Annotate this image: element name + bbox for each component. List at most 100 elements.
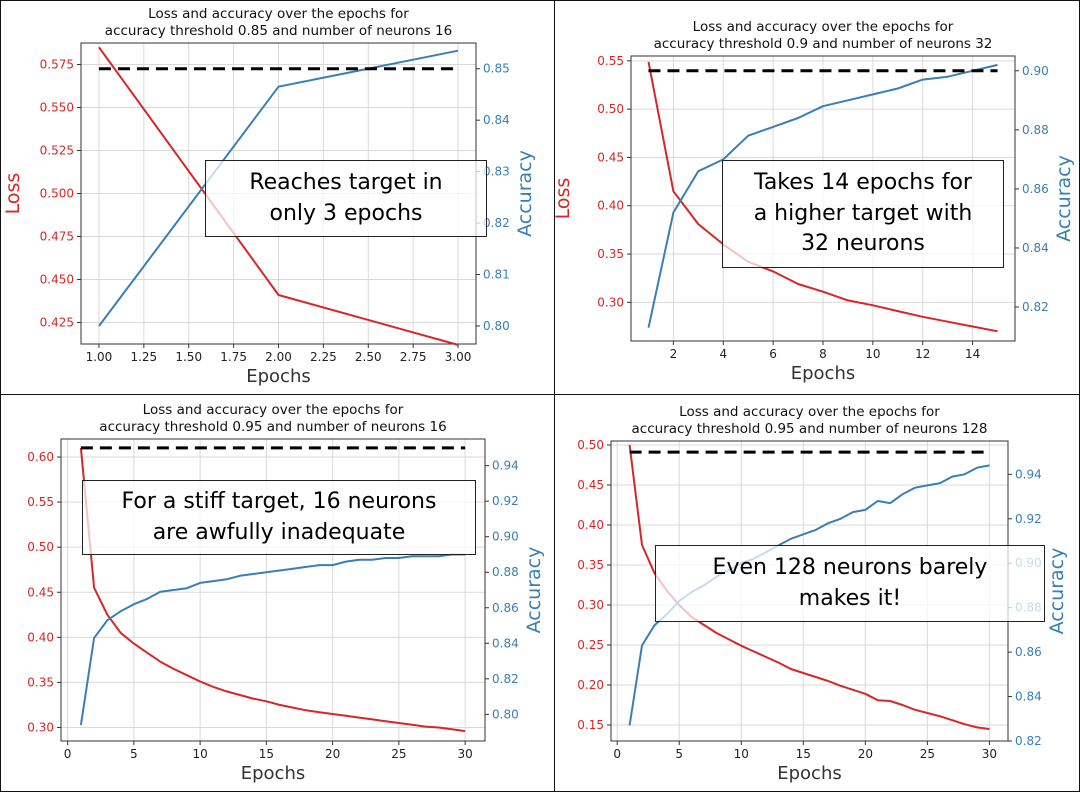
y-left-tick-label: 0.40 (577, 518, 604, 532)
y-right-tick-label: 0.82 (1015, 734, 1042, 748)
x-tick-label: 20 (858, 747, 873, 761)
x-tick-label: 10 (865, 347, 880, 361)
x-tick-label: 6 (769, 347, 777, 361)
x-tick-label: 14 (965, 347, 980, 361)
loss-line (79, 447, 466, 733)
y-left-tick-label: 0.55 (597, 54, 624, 68)
y-right-tick-label: 0.86 (492, 601, 519, 615)
y-left-tick-label: 0.525 (40, 144, 74, 158)
chart-title-line: Loss and accuracy over the epochs for (679, 404, 940, 420)
y-left-tick-label: 0.45 (597, 150, 624, 164)
y-left-tick-label: 0.475 (40, 230, 74, 244)
annotation-box: Reaches target in only 3 epochs (205, 160, 487, 237)
y-left-tick-label: 0.15 (577, 718, 604, 732)
y-left-tick-label: 0.450 (40, 273, 74, 287)
y-left-tick-label: 0.40 (597, 199, 624, 213)
x-axis-label: Epochs (246, 366, 311, 387)
y-right-tick-label: 0.90 (1022, 64, 1049, 78)
y-right-tick-label: 0.92 (492, 494, 519, 508)
x-tick-label: 5 (130, 747, 138, 761)
x-tick-label: 1.75 (220, 350, 247, 364)
y-right-tick-label: 0.84 (1022, 241, 1049, 255)
x-tick-label: 0 (64, 747, 72, 761)
y-right-tick-label: 0.80 (492, 707, 519, 721)
x-tick-label: 5 (675, 747, 683, 761)
accuracy-line (98, 49, 459, 327)
y-right-axis-label: Accuracy (514, 150, 536, 237)
y-right-tick-label: 0.86 (1022, 182, 1049, 196)
y-left-tick-label: 0.25 (577, 638, 604, 652)
y-left-axis-label: Loss (2, 173, 24, 215)
accuracy-line (647, 63, 998, 328)
y-right-tick-label: 0.82 (1022, 300, 1049, 314)
y-right-axis-label: Accuracy (1053, 155, 1075, 242)
y-right-tick-label: 0.92 (1015, 512, 1042, 526)
y-left-tick-label: 0.500 (40, 187, 74, 201)
y-right-tick-label: 0.94 (492, 459, 519, 473)
loss-line (98, 46, 459, 346)
x-tick-label: 30 (457, 747, 472, 761)
y-left-tick-label: 0.45 (577, 478, 604, 492)
y-left-tick-label: 0.30 (597, 295, 624, 309)
y-left-tick-label: 0.50 (577, 438, 604, 452)
y-left-tick-label: 0.45 (27, 585, 54, 599)
y-left-axis-label: Loss (1, 569, 4, 611)
x-tick-label: 12 (915, 347, 930, 361)
chart-title-line: accuracy threshold 0.95 and number of ne… (99, 419, 446, 435)
y-left-tick-label: 0.30 (27, 720, 54, 734)
y-right-tick-label: 0.83 (483, 165, 510, 179)
x-axis-label: Epochs (241, 763, 306, 784)
loss-line (647, 61, 998, 333)
x-tick-label: 2.25 (310, 350, 337, 364)
y-right-tick-label: 0.80 (483, 319, 510, 333)
y-left-tick-label: 0.20 (577, 678, 604, 692)
y-left-tick-label: 0.60 (27, 450, 54, 464)
chart-svg: Loss and accuracy over the epochs foracc… (555, 19, 1075, 384)
y-left-tick-label: 0.50 (597, 102, 624, 116)
x-tick-label: 3.00 (445, 350, 472, 364)
y-right-tick-label: 0.85 (483, 62, 510, 76)
accuracy-line (79, 553, 466, 726)
y-right-tick-label: 0.94 (1015, 467, 1042, 481)
y-right-tick-label: 0.84 (492, 636, 519, 650)
y-left-tick-label: 0.35 (597, 247, 624, 261)
x-axis-label: Epochs (791, 363, 856, 384)
plot-frame (60, 438, 486, 742)
y-right-tick-label: 0.84 (1015, 690, 1042, 704)
y-left-tick-label: 0.425 (40, 316, 74, 330)
y-left-tick-label: 0.55 (27, 495, 54, 509)
y-left-tick-label: 0.550 (40, 101, 74, 115)
y-right-tick-label: 0.88 (492, 565, 519, 579)
chart-panel-3: Loss and accuracy over the epochs for acc… (0, 394, 555, 792)
x-tick-label: 2.00 (265, 350, 292, 364)
y-right-axis-label: Accuracy (1046, 548, 1068, 635)
y-right-tick-label: 0.84 (483, 113, 510, 127)
x-tick-label: 25 (920, 747, 935, 761)
chart-title-line: accuracy threshold 0.9 and number of neu… (654, 36, 993, 52)
annotation-box: Even 128 neurons barely makes it! (655, 545, 1045, 622)
annotation-box: Takes 14 epochs for a higher target with… (722, 160, 1004, 268)
x-tick-label: 1.50 (175, 350, 202, 364)
x-tick-label: 15 (259, 747, 274, 761)
x-tick-label: 1.25 (130, 350, 157, 364)
y-right-tick-label: 0.86 (1015, 645, 1042, 659)
x-tick-label: 1.00 (86, 350, 113, 364)
y-right-axis-label: Accuracy (523, 547, 545, 634)
chart-title-line: accuracy threshold 0.95 and number of ne… (632, 421, 988, 437)
y-left-tick-label: 0.35 (577, 558, 604, 572)
chart-title-line: Loss and accuracy over the epochs for (693, 19, 954, 35)
x-tick-label: 30 (982, 747, 997, 761)
x-tick-label: 10 (734, 747, 749, 761)
x-tick-label: 2.50 (355, 350, 382, 364)
x-tick-label: 4 (719, 347, 727, 361)
y-right-tick-label: 0.88 (1022, 123, 1049, 137)
y-left-tick-label: 0.30 (577, 598, 604, 612)
y-left-tick-label: 0.40 (27, 630, 54, 644)
x-tick-label: 0 (613, 747, 621, 761)
chart-svg: Loss and accuracy over the epochs foracc… (1, 402, 545, 784)
x-tick-label: 2 (670, 347, 678, 361)
y-left-tick-label: 0.35 (27, 675, 54, 689)
annotation-box: For a stiff target, 16 neurons are awful… (82, 480, 476, 555)
y-right-tick-label: 0.82 (492, 672, 519, 686)
